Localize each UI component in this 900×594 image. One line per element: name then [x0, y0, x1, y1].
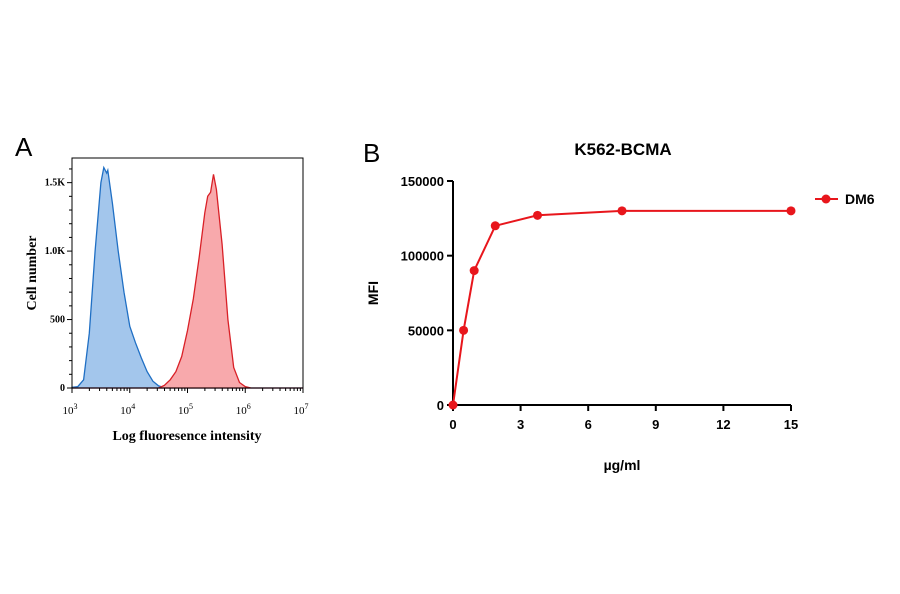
- series-line-DM6: [452, 209, 791, 406]
- x-tick-label-b: 9: [652, 417, 659, 432]
- panel-label-b: B: [363, 138, 380, 168]
- data-point: [786, 206, 796, 216]
- y-tick-label-a: 500: [50, 315, 65, 326]
- y-tick-label-a: 1.5K: [45, 178, 66, 189]
- x-tick-label-a: 105: [178, 402, 193, 417]
- y-tick-label-b: 100000: [401, 249, 444, 264]
- y-axis-label-b: MFI: [365, 281, 381, 305]
- chart-title-b: K562-BCMA: [574, 140, 671, 159]
- legend-marker: [821, 194, 831, 204]
- x-axis-label-a: Log fluoresence intensity: [112, 429, 261, 444]
- y-tick-label-b: 50000: [408, 323, 444, 338]
- x-tick-label-b: 12: [716, 417, 730, 432]
- y-axis-label-a: Cell number: [25, 235, 40, 310]
- legend-label: DM6: [845, 191, 875, 207]
- x-tick-label-b: 3: [517, 417, 524, 432]
- x-tick-label-a: 107: [294, 402, 309, 417]
- x-tick-label-b: 0: [449, 417, 456, 432]
- data-point: [533, 210, 542, 220]
- panel-label-a: A: [15, 132, 33, 162]
- x-axis-label-b: µg/ml: [604, 457, 641, 473]
- axes-b: 0 3 6 9 12 15 0 50000 100000 150000: [401, 174, 799, 432]
- data-point: [459, 325, 469, 335]
- x-tick-label-a: 106: [236, 402, 251, 417]
- histogram-plot: [71, 165, 303, 389]
- x-tick-label-b: 15: [784, 417, 798, 432]
- y-tick-label-b: 150000: [401, 174, 444, 189]
- axes-a: 103 104 105 106 107 0 500 1.0K 1.5K: [45, 168, 309, 417]
- x-tick-label-a: 103: [63, 402, 78, 417]
- data-point: [469, 266, 479, 276]
- x-tick-label-b: 6: [585, 417, 592, 432]
- y-tick-label-a: 1.0K: [45, 246, 66, 257]
- histogram-series-2: [72, 174, 303, 389]
- data-point: [617, 206, 627, 216]
- data-point: [448, 400, 458, 410]
- data-point: [490, 221, 500, 231]
- y-tick-label-b: 0: [437, 398, 444, 413]
- line-plot: [448, 206, 796, 410]
- legend: DM6: [815, 191, 875, 207]
- y-tick-label-a: 0: [60, 383, 65, 394]
- x-tick-label-a: 104: [120, 402, 135, 417]
